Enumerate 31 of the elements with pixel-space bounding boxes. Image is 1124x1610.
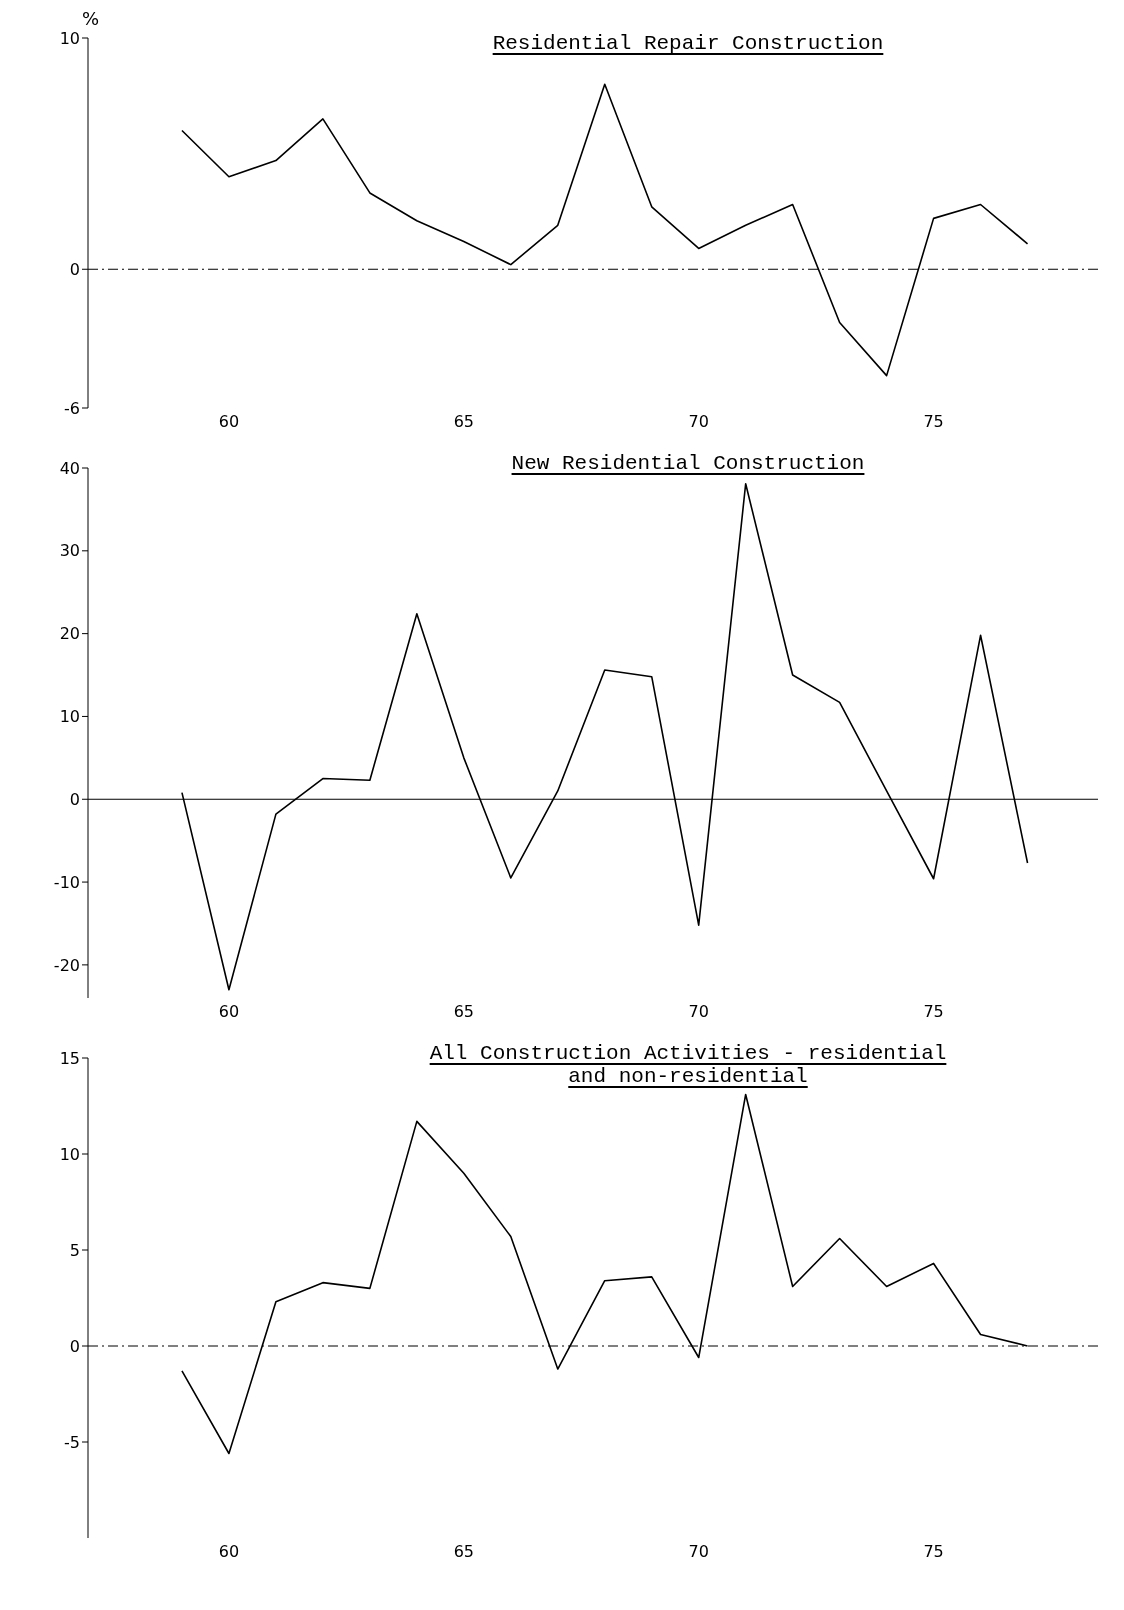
y-tick-label: -5: [64, 1432, 80, 1452]
y-tick-label: 20: [59, 624, 80, 644]
y-tick-label: -10: [53, 872, 80, 892]
y-tick-label: -6: [64, 398, 80, 418]
x-tick-label: 70: [688, 412, 709, 432]
y-tick-label: 30: [59, 541, 80, 561]
x-tick-label: 70: [688, 1542, 709, 1562]
y-tick-label: 10: [59, 28, 80, 48]
x-tick-label: 60: [218, 1542, 240, 1562]
y-tick-label: 0: [69, 789, 80, 809]
x-tick-label: 60: [218, 1002, 240, 1022]
x-tick-label: 75: [923, 412, 944, 432]
x-tick-label: 75: [923, 1542, 944, 1562]
x-tick-label: 65: [453, 1002, 474, 1022]
x-tick-label: 65: [453, 412, 474, 432]
x-tick-label: 75: [923, 1002, 944, 1022]
y-axis-title: %: [82, 8, 100, 29]
y-tick-label: 0: [69, 1336, 80, 1356]
y-tick-label: 10: [59, 1144, 80, 1164]
y-tick-label: 15: [59, 1048, 80, 1068]
y-tick-label: 10: [59, 707, 80, 727]
y-tick-label: 0: [69, 259, 80, 279]
chart-title: New Residential Construction: [510, 452, 866, 477]
y-tick-label: -20: [53, 955, 80, 975]
x-tick-label: 70: [688, 1002, 709, 1022]
y-tick-label: 5: [69, 1240, 80, 1260]
y-tick-label: 40: [59, 458, 80, 478]
x-tick-label: 60: [218, 412, 240, 432]
x-tick-label: 65: [453, 1542, 474, 1562]
chart-title: All Construction Activities - residential and non-residential: [428, 1042, 948, 1090]
chart-title: Residential Repair Construction: [491, 32, 885, 57]
